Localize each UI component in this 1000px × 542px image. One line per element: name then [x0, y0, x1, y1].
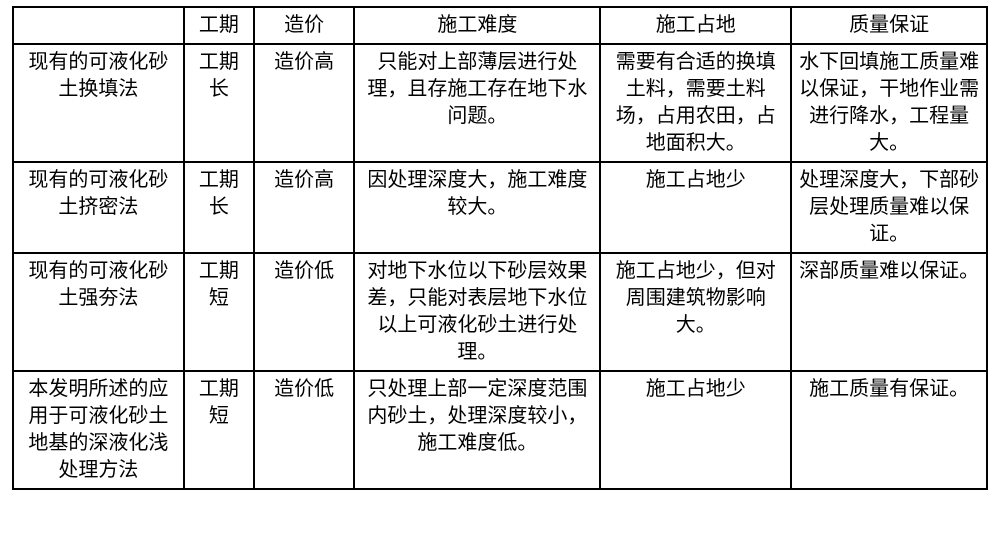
cell-cost: 造价低 — [254, 253, 354, 371]
cell-name: 现有的可液化砂土强夯法 — [13, 253, 184, 371]
cell-quality: 施工质量有保证。 — [791, 371, 987, 489]
cell-duration: 工期短 — [184, 253, 254, 371]
cell-name: 本发明所述的应用于可液化砂土地基的深液化浅处理方法 — [13, 371, 184, 489]
cell-quality: 水下回填施工质量难以保证，干地作业需进行降水，工程量大。 — [791, 44, 987, 162]
page-container: 工期 造价 施工难度 施工占地 质量保证 现有的可液化砂土换填法 工期长 造价高… — [0, 0, 1000, 542]
table-row: 现有的可液化砂土强夯法 工期短 造价低 对地下水位以下砂层效果差，只能对表层地下… — [13, 253, 987, 371]
table-row: 现有的可液化砂土挤密法 工期长 造价高 因处理深度大，施工难度较大。 施工占地少… — [13, 162, 987, 253]
table-header-row: 工期 造价 施工难度 施工占地 质量保证 — [13, 7, 987, 44]
cell-duration: 工期长 — [184, 162, 254, 253]
table-row: 现有的可液化砂土换填法 工期长 造价高 只能对上部薄层进行处理，且存施工存在地下… — [13, 44, 987, 162]
col-header-quality: 质量保证 — [791, 7, 987, 44]
col-header-land: 施工占地 — [600, 7, 791, 44]
cell-land: 施工占地少 — [600, 371, 791, 489]
col-header-cost: 造价 — [254, 7, 354, 44]
cell-quality: 深部质量难以保证。 — [791, 253, 987, 371]
comparison-table: 工期 造价 施工难度 施工占地 质量保证 现有的可液化砂土换填法 工期长 造价高… — [12, 6, 988, 490]
col-header-difficulty: 施工难度 — [354, 7, 600, 44]
cell-difficulty: 对地下水位以下砂层效果差，只能对表层地下水位以上可液化砂土进行处理。 — [354, 253, 600, 371]
col-header-duration: 工期 — [184, 7, 254, 44]
table-row: 本发明所述的应用于可液化砂土地基的深液化浅处理方法 工期短 造价低 只处理上部一… — [13, 371, 987, 489]
cell-cost: 造价高 — [254, 44, 354, 162]
cell-land: 施工占地少，但对周围建筑物影响大。 — [600, 253, 791, 371]
cell-land: 施工占地少 — [600, 162, 791, 253]
cell-land: 需要有合适的换填土料，需要土料场，占用农田，占地面积大。 — [600, 44, 791, 162]
cell-name: 现有的可液化砂土挤密法 — [13, 162, 184, 253]
cell-cost: 造价高 — [254, 162, 354, 253]
cell-difficulty: 只能对上部薄层进行处理，且存施工存在地下水问题。 — [354, 44, 600, 162]
cell-difficulty: 只处理上部一定深度范围内砂土，处理深度较小，施工难度低。 — [354, 371, 600, 489]
cell-difficulty: 因处理深度大，施工难度较大。 — [354, 162, 600, 253]
cell-cost: 造价低 — [254, 371, 354, 489]
cell-duration: 工期短 — [184, 371, 254, 489]
cell-name: 现有的可液化砂土换填法 — [13, 44, 184, 162]
col-header-blank — [13, 7, 184, 44]
cell-duration: 工期长 — [184, 44, 254, 162]
cell-quality: 处理深度大，下部砂层处理质量难以保证。 — [791, 162, 987, 253]
